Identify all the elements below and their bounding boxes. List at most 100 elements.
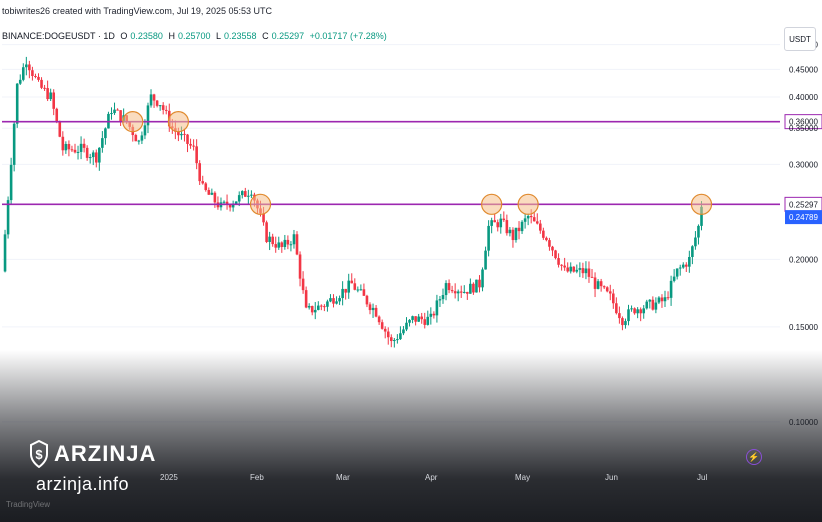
candle-body bbox=[268, 236, 271, 242]
candle-body bbox=[67, 143, 71, 150]
candle-body bbox=[286, 239, 290, 245]
candle-body bbox=[149, 94, 153, 106]
currency-button[interactable]: USDT bbox=[784, 27, 816, 51]
candle-body bbox=[548, 240, 551, 247]
candle-body bbox=[292, 234, 296, 245]
x-tick-label: 2025 bbox=[160, 473, 178, 482]
candle-body bbox=[539, 223, 542, 231]
candle-body bbox=[158, 105, 162, 107]
candle-body bbox=[490, 220, 493, 226]
candle-body bbox=[323, 306, 326, 308]
candle-body bbox=[639, 309, 642, 314]
brand-url[interactable]: arzinja.info bbox=[36, 474, 130, 494]
candle-body bbox=[231, 203, 235, 208]
candle-body bbox=[329, 298, 332, 302]
y-tick-label: 0.40000 bbox=[789, 93, 818, 102]
candle-body bbox=[532, 217, 536, 222]
candle-body bbox=[222, 201, 226, 203]
candle-body bbox=[608, 291, 612, 294]
candle-body bbox=[195, 146, 198, 164]
candle-body bbox=[572, 266, 576, 272]
low-value: 0.23558 bbox=[224, 31, 257, 41]
candle-body bbox=[535, 221, 539, 224]
candle-body bbox=[462, 291, 466, 293]
candle-body bbox=[602, 286, 606, 288]
candle-body bbox=[88, 157, 92, 159]
candle-body bbox=[180, 133, 183, 136]
shield-dollar-icon: $ bbox=[30, 440, 48, 468]
candle-body bbox=[277, 242, 281, 248]
x-tick-label: May bbox=[515, 473, 531, 482]
candle-body bbox=[377, 316, 381, 323]
candle-body bbox=[335, 301, 338, 304]
candle-body bbox=[505, 220, 509, 234]
symbol-label[interactable]: BINANCE:DOGEUSDT · 1D bbox=[2, 31, 115, 41]
candle-body bbox=[441, 295, 445, 300]
candle-body bbox=[298, 254, 302, 279]
x-tick-label: Mar bbox=[336, 473, 350, 482]
candle-body bbox=[43, 87, 46, 89]
candle-body bbox=[12, 123, 16, 165]
candle-body bbox=[76, 151, 80, 153]
close-label: C bbox=[262, 31, 269, 41]
touch-circle bbox=[167, 111, 189, 133]
candle-body bbox=[52, 92, 56, 109]
candle-body bbox=[28, 64, 31, 71]
candle-body bbox=[624, 321, 627, 326]
candle-body bbox=[678, 267, 682, 269]
candle-body bbox=[177, 131, 180, 136]
x-tick-label: Jun bbox=[605, 473, 618, 482]
candle-body bbox=[247, 195, 250, 197]
candle-body bbox=[514, 227, 518, 241]
candle-body bbox=[140, 135, 144, 141]
candle-body bbox=[374, 307, 378, 317]
tradingview-watermark: TradingView bbox=[6, 500, 51, 509]
candle-body bbox=[420, 316, 424, 320]
y-tick-label: 0.30000 bbox=[789, 160, 818, 169]
level-price-tag bbox=[784, 114, 822, 130]
candle-body bbox=[596, 281, 600, 289]
candle-body bbox=[599, 281, 603, 287]
x-tick-label: Feb bbox=[250, 473, 264, 482]
current-price-tag bbox=[785, 210, 822, 225]
candle-body bbox=[110, 113, 113, 115]
candle-body bbox=[688, 256, 691, 267]
candle-body bbox=[225, 201, 229, 206]
candle-body bbox=[161, 105, 165, 110]
candle-body bbox=[636, 309, 639, 314]
candle-body bbox=[9, 164, 13, 201]
candle-body bbox=[517, 227, 521, 232]
candle-body bbox=[542, 230, 545, 238]
grid bbox=[2, 44, 780, 423]
candle-body bbox=[396, 339, 399, 341]
candle-body bbox=[429, 313, 433, 317]
candle-body bbox=[116, 109, 119, 111]
candle-body bbox=[283, 239, 287, 247]
candle-body bbox=[37, 76, 40, 80]
candle-body bbox=[362, 289, 366, 296]
candle-body bbox=[657, 297, 661, 303]
candlestick-series bbox=[3, 56, 703, 348]
candle-body bbox=[502, 218, 506, 221]
candle-body bbox=[554, 250, 557, 259]
candle-body bbox=[164, 109, 168, 111]
candle-body bbox=[368, 304, 372, 311]
touch-markers bbox=[122, 111, 713, 215]
candle-body bbox=[587, 268, 591, 277]
touch-circle bbox=[481, 193, 503, 215]
candle-body bbox=[207, 190, 211, 195]
candle-body bbox=[265, 222, 268, 242]
candle-body bbox=[183, 133, 186, 135]
lightning-icon[interactable]: ⚡ bbox=[746, 449, 762, 465]
candle-body bbox=[101, 138, 104, 148]
candle-body bbox=[304, 290, 308, 308]
candle-body bbox=[511, 229, 515, 241]
candle-body bbox=[560, 264, 563, 266]
candle-body bbox=[383, 328, 387, 332]
candle-body bbox=[73, 149, 77, 153]
candle-body bbox=[584, 268, 588, 274]
candle-body bbox=[453, 291, 457, 294]
candle-body bbox=[426, 316, 430, 325]
candle-body bbox=[645, 301, 649, 309]
candle-body bbox=[113, 109, 116, 114]
